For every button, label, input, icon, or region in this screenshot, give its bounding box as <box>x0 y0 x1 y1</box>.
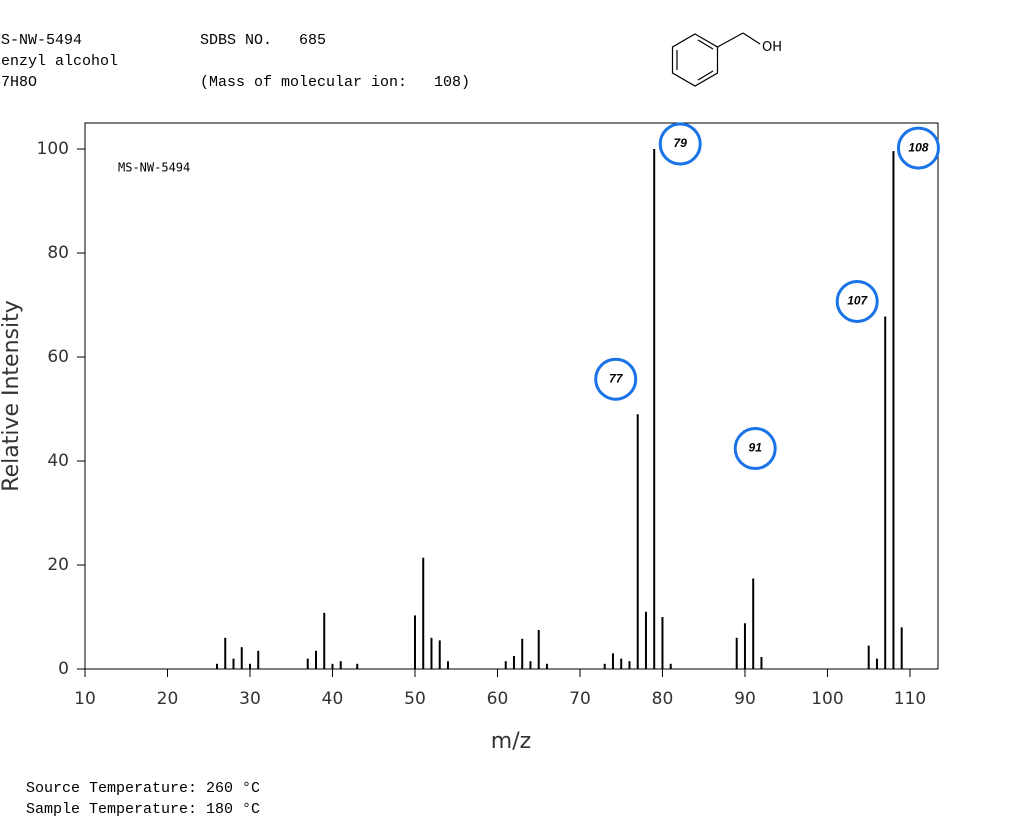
structure-oh: OH <box>762 40 782 55</box>
annotation-circle <box>594 357 638 401</box>
y-axis-label: Relative Intensity <box>0 300 24 491</box>
y-tick-label: 20 <box>47 555 69 575</box>
sample-temperature: Sample Temperature: 180 °C <box>26 801 260 818</box>
spectrum-id: MS-NW-5494 <box>0 32 82 49</box>
x-tick-label: 110 <box>894 689 926 709</box>
sdbs-number: SDBS NO. 685 <box>200 32 326 49</box>
annotation-circle <box>896 126 940 170</box>
annotation-circle <box>835 279 879 323</box>
annotation-label: 108 <box>908 140 928 154</box>
x-tick-label: 10 <box>74 689 96 709</box>
x-tick-label: 100 <box>811 689 843 709</box>
x-axis-label: m/z <box>491 729 531 754</box>
formula: C7H8O <box>0 74 37 91</box>
x-tick-label: 80 <box>652 689 674 709</box>
y-tick-label: 40 <box>47 451 69 471</box>
x-tick-label: 70 <box>569 689 591 709</box>
annotation-circle <box>733 427 777 471</box>
x-tick-label: 30 <box>239 689 261 709</box>
structure <box>671 32 761 87</box>
y-tick-label: 60 <box>47 347 69 367</box>
x-tick-label: 50 <box>404 689 426 709</box>
y-tick-label: 100 <box>37 139 69 159</box>
annotation-circle <box>658 122 702 166</box>
y-tick-label: 0 <box>58 659 69 679</box>
annotation-label: 107 <box>847 294 868 308</box>
annotation-label: 77 <box>609 371 624 385</box>
x-tick-label: 60 <box>487 689 509 709</box>
source-temperature: Source Temperature: 260 °C <box>26 780 260 797</box>
x-tick-label: 20 <box>157 689 179 709</box>
x-tick-label: 40 <box>322 689 344 709</box>
y-tick-label: 80 <box>47 243 69 263</box>
inner-label: MS-NW-5494 <box>118 161 190 175</box>
annotation-label: 91 <box>749 441 763 455</box>
compound-name: benzyl alcohol <box>0 53 118 70</box>
plot-frame <box>84 122 939 670</box>
x-tick-label: 90 <box>734 689 756 709</box>
annotation-label: 79 <box>674 136 688 150</box>
molecular-ion: (Mass of molecular ion: 108) <box>200 74 470 91</box>
